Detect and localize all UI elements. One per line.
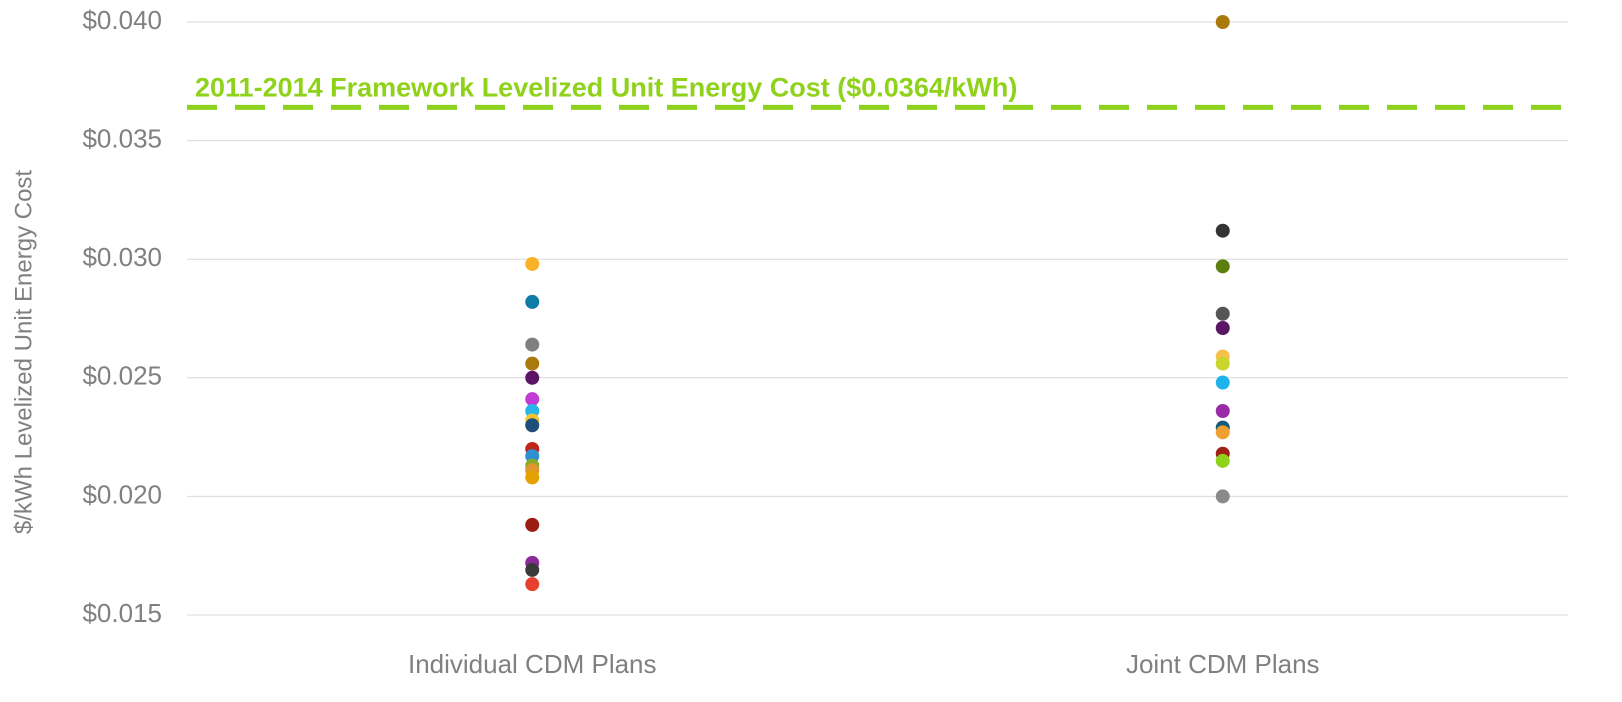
dot [1215,320,1230,335]
dot [525,392,540,407]
x-tick-label: Joint CDM Plans [1126,649,1320,679]
dot [525,517,540,532]
dot [1215,223,1230,238]
dot [525,356,540,371]
x-tick-label: Individual CDM Plans [408,649,657,679]
dot [525,418,540,433]
reference-label: 2011-2014 Framework Levelized Unit Energ… [195,73,1017,103]
dot [525,577,540,592]
dot [1215,15,1230,29]
y-tick-label: $0.040 [82,5,162,35]
dot [1215,425,1230,440]
y-tick-label: $0.020 [82,479,162,509]
dot [1215,404,1230,419]
dot [1215,306,1230,321]
dot [525,470,540,485]
dot [1215,453,1230,468]
dot [525,294,540,309]
y-axis-label: $/kWh Levelized Unit Energy Cost [10,170,37,534]
dot [1215,259,1230,274]
dot [525,370,540,385]
y-tick-label: $0.030 [82,242,162,272]
dot [525,337,540,352]
y-tick-label: $0.035 [82,123,162,153]
dot [525,562,540,577]
dot [1215,375,1230,390]
y-tick-label: $0.025 [82,361,162,391]
dot [1215,489,1230,504]
dot [525,256,540,271]
y-tick-label: $0.015 [82,598,162,628]
dot [1215,356,1230,371]
